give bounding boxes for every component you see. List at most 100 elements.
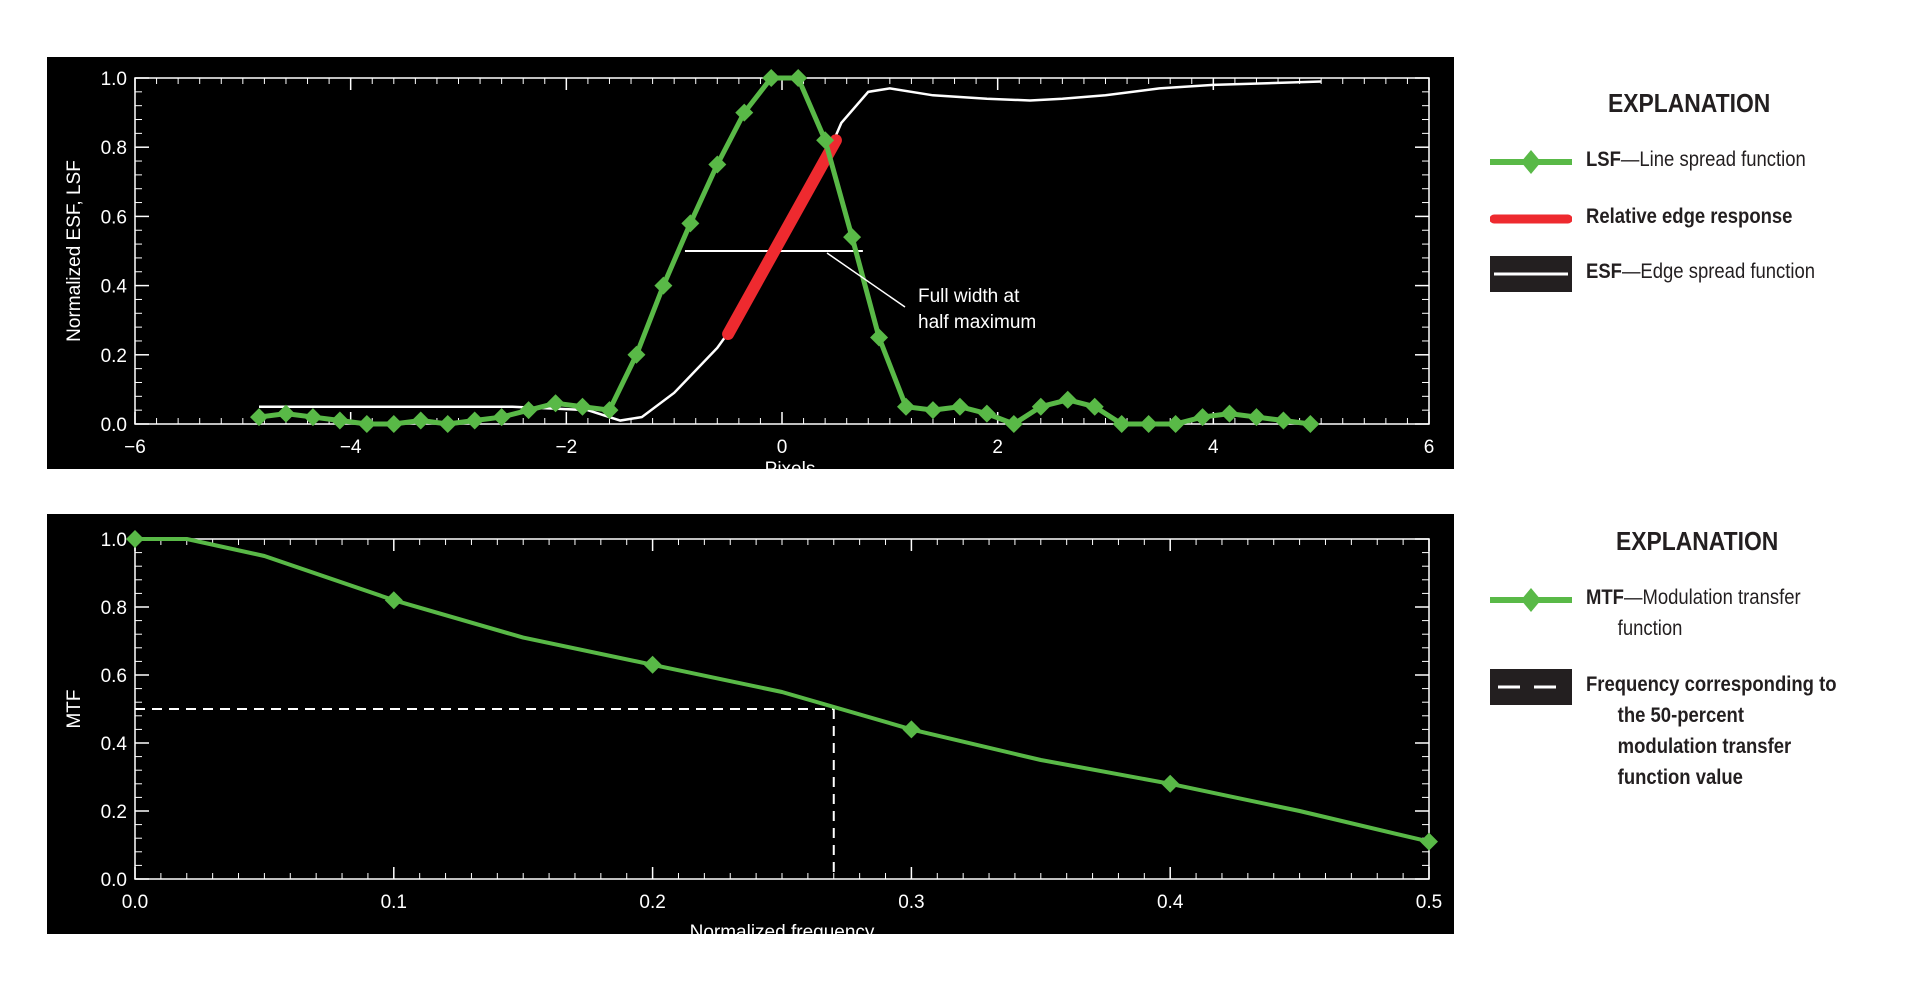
x-tick-label: 0.4 — [1157, 892, 1184, 913]
x-tick-label: −2 — [555, 437, 577, 458]
y-tick-label: 0.6 — [101, 207, 127, 228]
y-tick-label: 0.6 — [101, 666, 127, 687]
x-tick-label: 0 — [777, 437, 788, 458]
legend-label: ESF—Edge spread function — [1586, 260, 1816, 283]
esf-lsf-chart: −6 −4 −2 0 2 4 6 0.0 0.2 0.4 0.6 0.8 1.0 Pixels Norm… — [47, 57, 1454, 480]
mtf-point — [384, 591, 403, 610]
y-tick-label: 1.0 — [101, 69, 127, 90]
edge-response-swatch-icon — [1490, 214, 1572, 224]
edge-response-line — [722, 134, 842, 341]
lsf-point — [654, 276, 673, 295]
lsf-point — [465, 411, 484, 430]
y-tick-label: 1.0 — [101, 530, 127, 551]
y-tick-label: 0.4 — [101, 734, 128, 755]
mtf-point — [1420, 832, 1438, 851]
lsf-point — [1247, 408, 1266, 427]
lsf-point — [384, 415, 403, 433]
x-tick-label: 0.5 — [1416, 892, 1442, 913]
lsf-point — [681, 214, 700, 233]
mtf-point — [1161, 774, 1180, 793]
mtf-point — [643, 655, 662, 674]
x-tick-label: 0.3 — [898, 892, 924, 913]
legend-item-mtf: MTF—Modulation transfer function — [1490, 582, 1830, 644]
x-tick-label: 2 — [992, 437, 1003, 458]
lsf-point — [1220, 404, 1239, 423]
lsf-point — [843, 228, 862, 247]
lsf-point — [762, 69, 781, 87]
lsf-point — [897, 397, 916, 416]
x-tick-label: 0.2 — [639, 892, 665, 913]
y-axis-label: MTF — [64, 689, 85, 728]
lsf-point — [816, 131, 835, 150]
lsf-point — [950, 397, 969, 416]
legend-title: EXPLANATION — [1616, 526, 1779, 556]
y-axis-label: Normalized ESF, LSF — [64, 160, 85, 342]
lsf-point — [357, 415, 376, 433]
x-tick-label: 4 — [1208, 437, 1219, 458]
y-tick-label: 0.2 — [101, 346, 127, 367]
lsf-point — [1112, 415, 1131, 433]
y-tick-label: 0.8 — [101, 138, 127, 159]
lsf-line — [258, 75, 1311, 427]
mtf-line — [135, 537, 1430, 844]
legend-label: Frequency corresponding to the 50-percent… — [1586, 673, 1837, 789]
legend-label: Relative edge response — [1586, 205, 1793, 228]
lsf-point — [735, 103, 754, 122]
annotation-leader — [826, 252, 906, 308]
legend-item-esf: ESF—Edge spread function — [1490, 256, 1846, 292]
mtf-swatch-icon — [1490, 588, 1572, 612]
mtf-point — [902, 720, 921, 739]
esf-swatch-icon — [1490, 256, 1572, 292]
lsf-point — [600, 401, 619, 420]
lsf-point — [1274, 411, 1293, 430]
lsf-point — [1166, 415, 1185, 433]
legend-label: LSF—Line spread function — [1586, 148, 1806, 171]
x-tick-label: 6 — [1424, 437, 1435, 458]
annotation-line-2: half maximum — [918, 312, 1036, 333]
legend-label: MTF—Modulation transfer function — [1586, 586, 1801, 640]
y-tick-label: 0.0 — [101, 870, 127, 891]
x-axis-label: Normalized frequency — [690, 922, 875, 943]
lsf-point — [977, 404, 996, 423]
lsf-point — [789, 69, 808, 87]
lsf-point — [870, 328, 889, 347]
legend-esf-lsf: EXPLANATION LSF—Line spread function Rel… — [1490, 88, 1910, 328]
lsf-point — [1031, 397, 1050, 416]
lsf-point — [330, 411, 349, 430]
legend-mtf: EXPLANATION MTF—Modulation transfer funct… — [1490, 526, 1910, 826]
lsf-point — [411, 411, 430, 430]
lsf-point — [250, 408, 269, 427]
mtf-point — [126, 530, 144, 548]
mtf-chart: 0.0 0.1 0.2 0.3 0.4 0.5 0.0 0.2 0.4 0.6 0.8 1.0 Nor… — [47, 514, 1454, 943]
lsf-swatch-icon — [1490, 150, 1572, 174]
lsf-point — [1004, 415, 1023, 433]
chart-background — [47, 514, 1454, 934]
x-axis-label: Pixels — [765, 459, 816, 480]
legend-item-lsf: LSF—Line spread function — [1490, 144, 1836, 180]
lsf-point — [627, 345, 646, 364]
x-tick-label: −6 — [124, 437, 146, 458]
y-tick-label: 0.8 — [101, 598, 127, 619]
lsf-point — [1301, 415, 1320, 433]
dashed-line-swatch-icon — [1490, 669, 1572, 705]
y-tick-label: 0.4 — [101, 277, 128, 298]
chart-background — [47, 57, 1454, 469]
y-tick-label: 0.2 — [101, 802, 127, 823]
lsf-point — [923, 401, 942, 420]
lsf-point — [1139, 415, 1158, 433]
lsf-point — [492, 408, 511, 427]
lsf-point — [438, 415, 457, 433]
x-tick-label: −4 — [340, 437, 362, 458]
lsf-point — [519, 401, 538, 420]
legend-item-edge-response: Relative edge response — [1490, 201, 1821, 237]
lsf-point — [573, 397, 592, 416]
annotation-line-1: Full width at — [918, 286, 1020, 307]
y-tick-label: 0.0 — [101, 415, 127, 436]
lsf-point — [546, 394, 565, 413]
x-tick-label: 0.1 — [381, 892, 407, 913]
lsf-point — [276, 404, 295, 423]
legend-title: EXPLANATION — [1608, 88, 1771, 118]
lsf-point — [708, 155, 727, 174]
lsf-point — [1193, 408, 1212, 427]
